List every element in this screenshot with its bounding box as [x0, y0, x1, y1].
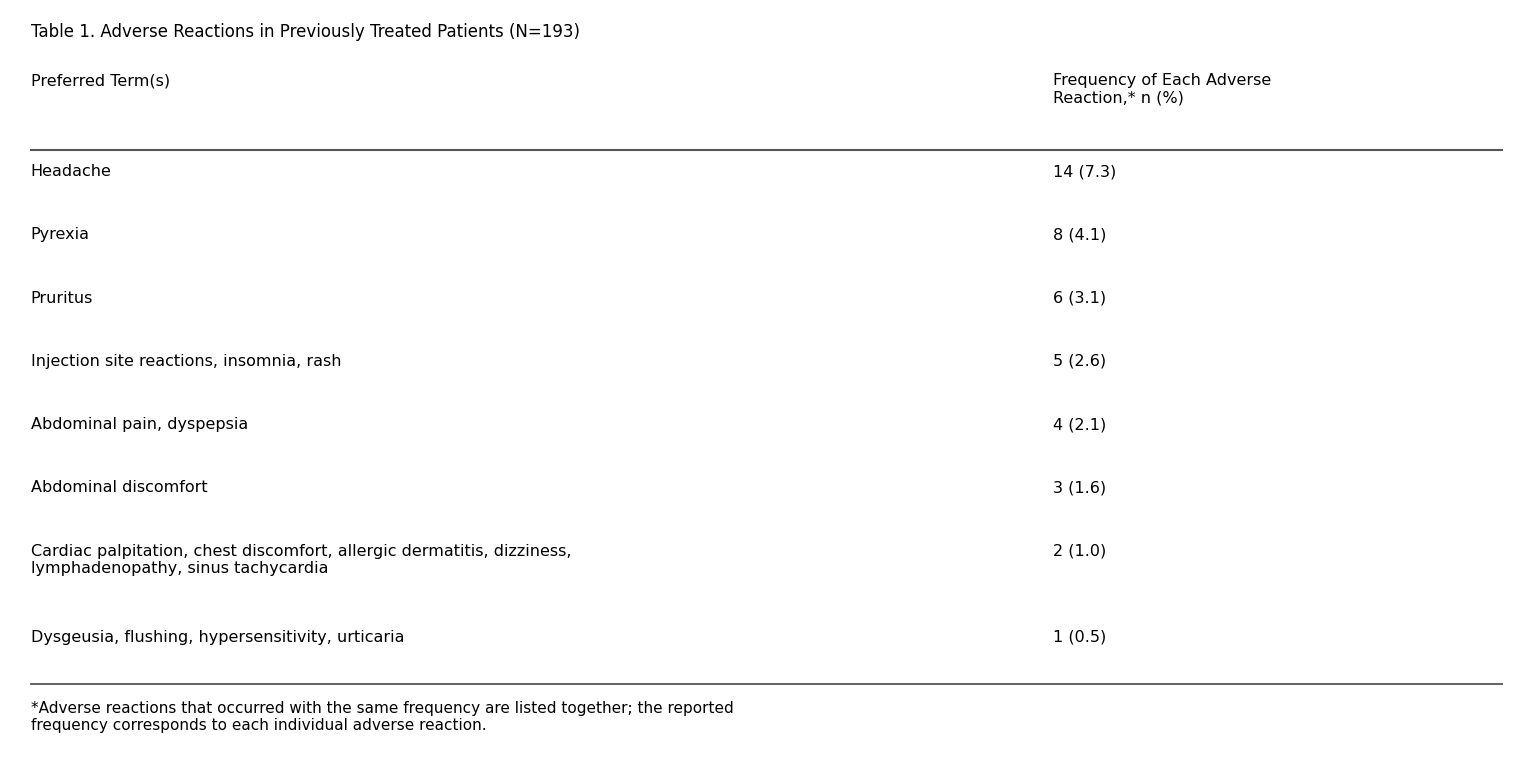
Text: Dysgeusia, flushing, hypersensitivity, urticaria: Dysgeusia, flushing, hypersensitivity, u…	[31, 630, 405, 645]
Text: 6 (3.1): 6 (3.1)	[1053, 291, 1107, 305]
Text: Cardiac palpitation, chest discomfort, allergic dermatitis, dizziness,
lymphaden: Cardiac palpitation, chest discomfort, a…	[31, 544, 572, 576]
Text: Preferred Term(s): Preferred Term(s)	[31, 73, 170, 88]
Text: 5 (2.6): 5 (2.6)	[1053, 354, 1107, 369]
Text: Abdominal discomfort: Abdominal discomfort	[31, 480, 207, 495]
Text: Table 1. Adverse Reactions in Previously Treated Patients (N=193): Table 1. Adverse Reactions in Previously…	[31, 23, 579, 41]
Text: 14 (7.3): 14 (7.3)	[1053, 164, 1116, 179]
Text: Headache: Headache	[31, 164, 112, 179]
Text: 2 (1.0): 2 (1.0)	[1053, 544, 1107, 558]
Text: Pruritus: Pruritus	[31, 291, 94, 305]
Text: Injection site reactions, insomnia, rash: Injection site reactions, insomnia, rash	[31, 354, 342, 369]
Text: 8 (4.1): 8 (4.1)	[1053, 227, 1107, 242]
Text: Pyrexia: Pyrexia	[31, 227, 89, 242]
Text: *Adverse reactions that occurred with the same frequency are listed together; th: *Adverse reactions that occurred with th…	[31, 701, 733, 733]
Text: 1 (0.5): 1 (0.5)	[1053, 630, 1107, 645]
Text: 4 (2.1): 4 (2.1)	[1053, 417, 1107, 432]
Text: Frequency of Each Adverse
Reaction,* n (%): Frequency of Each Adverse Reaction,* n (…	[1053, 73, 1272, 106]
Text: Abdominal pain, dyspepsia: Abdominal pain, dyspepsia	[31, 417, 248, 432]
Text: 3 (1.6): 3 (1.6)	[1053, 480, 1107, 495]
